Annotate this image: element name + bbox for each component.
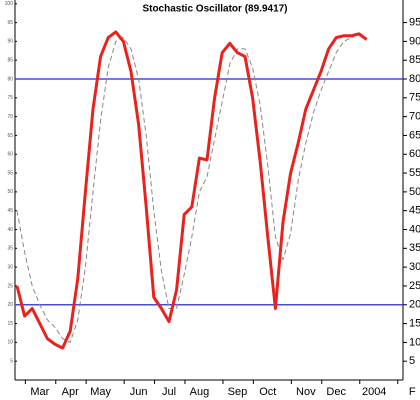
y-tick-label: 100 [5,1,14,7]
y2-tick-label: 65 [409,129,420,141]
y-tick-label: 80 [7,76,13,82]
y-tick-label: 20 [7,302,13,308]
y-tick-label: 45 [7,208,13,214]
y-tick-label: 55 [7,170,13,176]
y2-tick-label: 20 [409,299,420,311]
y-tick-label: 85 [7,58,13,64]
x-tick-label: Jul [162,386,176,398]
x-tick-label: Aug [190,386,210,398]
y2-tick-label: 85 [409,54,420,66]
x-tick-label: Sep [228,386,248,398]
y-tick-label: 5 [10,359,13,365]
y2-tick-label: 40 [409,223,420,235]
y2-tick-label: 15 [409,317,420,329]
y2-tick-label: 60 [409,148,420,160]
y2-tick-label: 30 [409,261,420,273]
series-line [15,30,368,350]
y-tick-label: 75 [7,95,13,101]
x-tick-label: Jun [130,386,148,398]
chart-title: Stochastic Oscillator (89.9417) [142,4,287,15]
x-tick-label: Oct [259,386,276,398]
y2-tick-label: 5 [409,355,415,367]
y-tick-label: 50 [7,189,13,195]
y-tick-label: 25 [7,283,13,289]
y-tick-label: 15 [7,321,13,327]
y2-tick-label: 10 [409,336,420,348]
y-tick-label: 95 [7,20,13,26]
y-tick-label: 30 [7,264,13,270]
y-tick-label: 70 [7,114,13,120]
y2-tick-label: 45 [409,205,420,217]
y2-tick-label: 75 [409,92,420,104]
y-tick-label: 60 [7,152,13,158]
y2-tick-label: 80 [409,73,420,85]
y2-tick-label: 70 [409,111,420,123]
x-tick-label: Apr [62,386,79,398]
y2-tick-label: 55 [409,167,420,179]
y-tick-label: 10 [7,340,13,346]
y2-tick-label: 90 [409,35,420,47]
y2-tick-label: 35 [409,242,420,254]
y-tick-label: 40 [7,227,13,233]
y2-tick-label: 25 [409,280,420,292]
x-tick-label: Dec [326,386,346,398]
series-line [16,33,367,343]
x-tick-label: May [90,386,111,398]
y2-tick-label: 95 [409,16,420,28]
y-tick-label: 35 [7,246,13,252]
x-tick-label: F [409,386,416,398]
y-tick-label: 90 [7,39,13,45]
x-tick-label: Nov [296,386,316,398]
x-tick-label: 2004 [362,386,386,398]
x-tick-label: Mar [30,386,49,398]
y-tick-label: 65 [7,133,13,139]
y2-tick-label: 50 [409,186,420,198]
